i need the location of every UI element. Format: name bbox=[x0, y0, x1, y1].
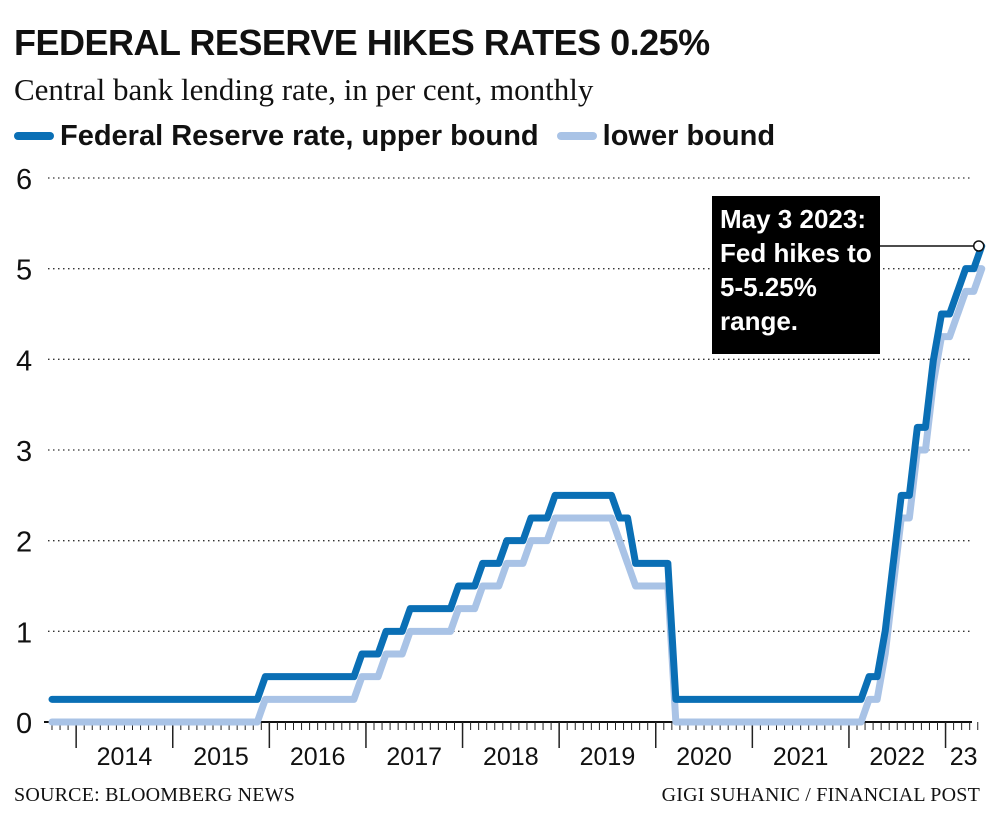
legend-swatch-upper bbox=[14, 132, 54, 140]
source-note: SOURCE: BLOOMBERG NEWS bbox=[14, 784, 296, 806]
legend-item-upper: Federal Reserve rate, upper bound bbox=[14, 120, 539, 153]
x-tick-label: 2019 bbox=[580, 743, 636, 771]
x-tick-label: 2022 bbox=[869, 743, 925, 771]
y-tick-label: 5 bbox=[16, 255, 32, 287]
x-tick-label: 2015 bbox=[193, 743, 249, 771]
x-tick-label: 2021 bbox=[773, 743, 829, 771]
legend-item-lower: lower bound bbox=[556, 119, 776, 153]
annotation-text-line: May 3 2023: bbox=[720, 204, 866, 234]
chart-subtitle: Central bank lending rate, in per cent, … bbox=[14, 72, 594, 107]
legend-label-upper: Federal Reserve rate, upper bound bbox=[60, 119, 539, 152]
annotation-marker bbox=[973, 240, 985, 252]
x-tick-label: 2020 bbox=[676, 743, 732, 771]
legend: Federal Reserve rate, upper bound lower … bbox=[14, 116, 793, 156]
annotation-text-line: Fed hikes to bbox=[720, 238, 872, 268]
legend-swatch-lower bbox=[556, 132, 597, 140]
y-tick-label: 3 bbox=[16, 436, 32, 468]
chart-title: FEDERAL RESERVE HIKES RATES 0.25% bbox=[14, 22, 710, 63]
annotation-box bbox=[712, 196, 880, 354]
y-tick-label: 4 bbox=[16, 345, 32, 377]
y-tick-label: 1 bbox=[16, 617, 32, 649]
x-tick-label: 2016 bbox=[290, 743, 346, 771]
y-tick-label: 6 bbox=[16, 164, 32, 196]
annotation-text-line: 5-5.25% bbox=[720, 272, 817, 302]
x-tick-label: 2017 bbox=[386, 743, 442, 771]
series-line-upper-bound bbox=[48, 242, 986, 703]
annotation-text-line: range. bbox=[720, 306, 798, 336]
x-tick-label: 2018 bbox=[483, 743, 539, 771]
x-tick-label: 23 bbox=[950, 743, 978, 771]
x-tick-label: 2014 bbox=[97, 743, 153, 771]
legend-label-lower: lower bound bbox=[602, 119, 776, 152]
y-tick-label: 2 bbox=[16, 527, 32, 559]
credit-note: GIGI SUHANIC / FINANCIAL POST bbox=[661, 784, 980, 806]
y-tick-label: 0 bbox=[16, 708, 32, 740]
